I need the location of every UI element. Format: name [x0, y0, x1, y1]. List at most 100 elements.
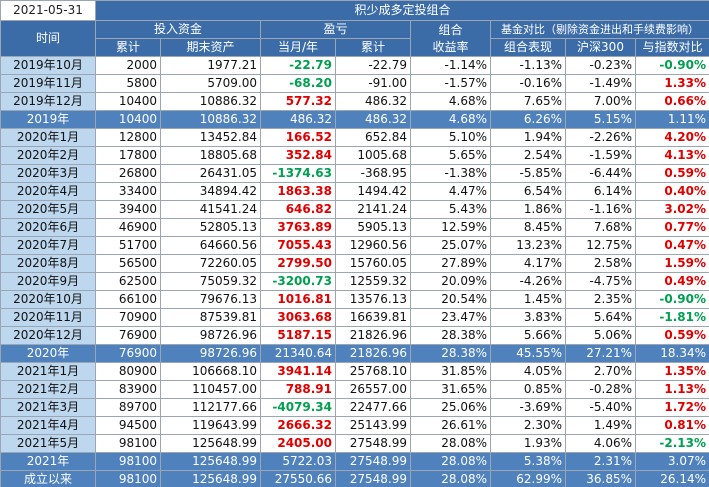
value-cell: 3063.68: [260, 308, 336, 327]
summary-row: 成立以来 98100 125648.99 27550.66 27548.99 28.08%…: [0, 470, 709, 487]
col-header: 组合表现: [490, 38, 566, 57]
value-cell: 1016.81: [260, 290, 336, 309]
month-row: 2020年11月 70900 87539.81 3063.68 16639.81 23.4…: [0, 308, 709, 327]
value-cell: 98100: [95, 434, 161, 453]
month-row: 2020年12月 76900 98726.96 5187.15 21826.96 28.3…: [0, 326, 709, 345]
value-cell: 6.54%: [490, 182, 566, 201]
period-cell: 2020年4月: [0, 182, 96, 201]
value-cell: -4.75%: [565, 272, 636, 291]
value-cell: 64660.56: [160, 236, 261, 255]
value-cell: 76900: [95, 344, 161, 363]
title-row: 2021-05-31 积少成多定投组合: [0, 0, 709, 21]
value-cell: 80900: [95, 362, 161, 381]
value-cell: 2141.24: [335, 200, 411, 219]
value-cell: 0.40%: [634, 182, 709, 201]
month-row: 2021年5月 98100 125648.99 2405.00 27548.99 28.0…: [0, 434, 709, 453]
value-cell: 106668.10: [160, 362, 261, 381]
month-row: 2019年12月 10400 10886.32 577.32 486.32 4.68% 7.…: [0, 92, 709, 111]
value-cell: -2.13%: [634, 434, 709, 453]
value-cell: -22.79: [335, 56, 411, 75]
month-row: 2020年8月 56500 72260.05 2799.50 15760.05 27.89…: [0, 254, 709, 273]
month-row: 2020年4月 33400 34894.42 1863.38 1494.42 4.47% 6…: [0, 182, 709, 201]
value-cell: -4.26%: [490, 272, 566, 291]
value-cell: 3.02%: [634, 200, 709, 219]
value-cell: 0.49%: [634, 272, 709, 291]
value-cell: -1.49%: [565, 74, 636, 93]
value-cell: 45.55%: [490, 344, 566, 363]
value-cell: 1.93%: [490, 434, 566, 453]
period-cell: 2020年: [0, 344, 96, 363]
value-cell: 2.35%: [565, 290, 636, 309]
value-cell: 4.20%: [634, 128, 709, 147]
value-cell: 125648.99: [160, 434, 261, 453]
value-cell: 2.58%: [565, 254, 636, 273]
value-cell: 1.13%: [634, 380, 709, 399]
value-cell: 646.82: [260, 200, 336, 219]
value-cell: -68.20: [260, 74, 336, 93]
value-cell: 119643.99: [160, 416, 261, 435]
value-cell: 1.94%: [490, 128, 566, 147]
value-cell: 4.06%: [565, 434, 636, 453]
value-cell: 125648.99: [160, 452, 261, 471]
period-cell: 2020年1月: [0, 128, 96, 147]
group-profit: 盈亏: [260, 20, 411, 39]
month-row: 2020年2月 17800 18805.68 352.84 1005.68 5.65% 2.…: [0, 146, 709, 165]
date: 2021-05-31: [0, 0, 96, 21]
value-cell: 7.00%: [565, 92, 636, 111]
value-cell: 62500: [95, 272, 161, 291]
period-cell: 2019年12月: [0, 92, 96, 111]
col-return: 组合 收益率: [410, 20, 491, 57]
value-cell: 25768.10: [335, 362, 411, 381]
value-cell: 3.07%: [634, 452, 709, 471]
month-row: 2021年1月 80900 106668.10 3941.14 25768.10 31.8…: [0, 362, 709, 381]
value-cell: 1863.38: [260, 182, 336, 201]
month-row: 2019年11月 5800 5709.00 -68.20 -91.00 -1.57% -0.…: [0, 74, 709, 93]
value-cell: 2.70%: [565, 362, 636, 381]
value-cell: 2666.32: [260, 416, 336, 435]
value-cell: -3.69%: [490, 398, 566, 417]
value-cell: 26.14%: [634, 470, 709, 487]
period-cell: 2021年2月: [0, 380, 96, 399]
period-cell: 2021年: [0, 452, 96, 471]
period-cell: 2021年1月: [0, 362, 96, 381]
month-row: 2021年2月 83900 110457.00 788.91 26557.00 31.65…: [0, 380, 709, 399]
value-cell: 5.15%: [565, 110, 636, 129]
value-cell: 15760.05: [335, 254, 411, 273]
value-cell: 28.08%: [410, 470, 491, 487]
value-cell: -6.44%: [565, 164, 636, 183]
value-cell: 6.14%: [565, 182, 636, 201]
value-cell: 25.06%: [410, 398, 491, 417]
value-cell: 1.11%: [634, 110, 709, 129]
value-cell: 110457.00: [160, 380, 261, 399]
value-cell: -91.00: [335, 74, 411, 93]
group-invest: 投入资金: [95, 20, 261, 39]
table-body: 2019年10月 2000 1977.21 -22.79 -22.79 -1.14% -1.…: [0, 56, 709, 487]
value-cell: -1374.63: [260, 164, 336, 183]
value-cell: 0.77%: [634, 218, 709, 237]
value-cell: 89700: [95, 398, 161, 417]
return-line: 收益率: [432, 39, 469, 54]
value-cell: 5722.03: [260, 452, 336, 471]
value-cell: -2.26%: [565, 128, 636, 147]
value-cell: 652.84: [335, 128, 411, 147]
period-cell: 2020年7月: [0, 236, 96, 255]
period-cell: 2020年5月: [0, 200, 96, 219]
period-cell: 2019年11月: [0, 74, 96, 93]
value-cell: 28.08%: [410, 452, 491, 471]
period-cell: 2021年4月: [0, 416, 96, 435]
value-cell: 0.59%: [634, 164, 709, 183]
summary-row: 2021年 98100 125648.99 5722.03 27548.99 28.08%…: [0, 452, 709, 471]
value-cell: 27548.99: [335, 452, 411, 471]
value-cell: 352.84: [260, 146, 336, 165]
value-cell: 51700: [95, 236, 161, 255]
value-cell: 0.81%: [634, 416, 709, 435]
value-cell: 25143.99: [335, 416, 411, 435]
month-row: 2021年4月 94500 119643.99 2666.32 25143.99 26.6…: [0, 416, 709, 435]
value-cell: 26431.05: [160, 164, 261, 183]
value-cell: 1.35%: [634, 362, 709, 381]
col-header: 当月/年: [260, 38, 336, 57]
value-cell: 31.65%: [410, 380, 491, 399]
period-cell: 2020年2月: [0, 146, 96, 165]
value-cell: 20.09%: [410, 272, 491, 291]
